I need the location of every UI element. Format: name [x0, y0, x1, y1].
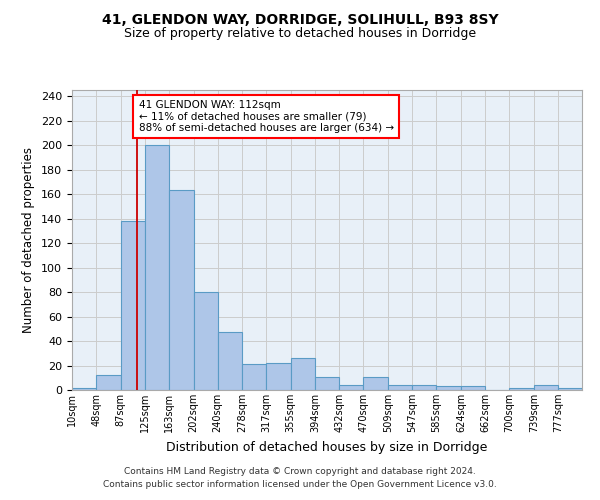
Text: 41 GLENDON WAY: 112sqm
← 11% of detached houses are smaller (79)
88% of semi-det: 41 GLENDON WAY: 112sqm ← 11% of detached…	[139, 100, 394, 133]
Bar	[364, 376, 388, 390]
Bar	[388, 385, 412, 390]
Y-axis label: Number of detached properties: Number of detached properties	[22, 147, 35, 333]
Text: 41, GLENDON WAY, DORRIDGE, SOLIHULL, B93 8SY: 41, GLENDON WAY, DORRIDGE, SOLIHULL, B93…	[101, 12, 499, 26]
Bar	[436, 386, 461, 390]
Bar	[242, 364, 266, 390]
Bar	[96, 376, 121, 390]
Bar	[266, 363, 290, 390]
Bar	[290, 358, 315, 390]
Bar	[145, 145, 169, 390]
Bar	[412, 385, 436, 390]
Bar	[509, 388, 534, 390]
Bar	[315, 376, 340, 390]
Bar	[461, 386, 485, 390]
Bar	[194, 292, 218, 390]
Bar	[340, 385, 364, 390]
Bar	[169, 190, 194, 390]
Bar	[558, 388, 582, 390]
Text: Size of property relative to detached houses in Dorridge: Size of property relative to detached ho…	[124, 28, 476, 40]
Bar	[121, 221, 145, 390]
Bar	[534, 385, 558, 390]
Text: Contains public sector information licensed under the Open Government Licence v3: Contains public sector information licen…	[103, 480, 497, 489]
X-axis label: Distribution of detached houses by size in Dorridge: Distribution of detached houses by size …	[166, 440, 488, 454]
Text: Contains HM Land Registry data © Crown copyright and database right 2024.: Contains HM Land Registry data © Crown c…	[124, 467, 476, 476]
Bar	[218, 332, 242, 390]
Bar	[72, 388, 96, 390]
